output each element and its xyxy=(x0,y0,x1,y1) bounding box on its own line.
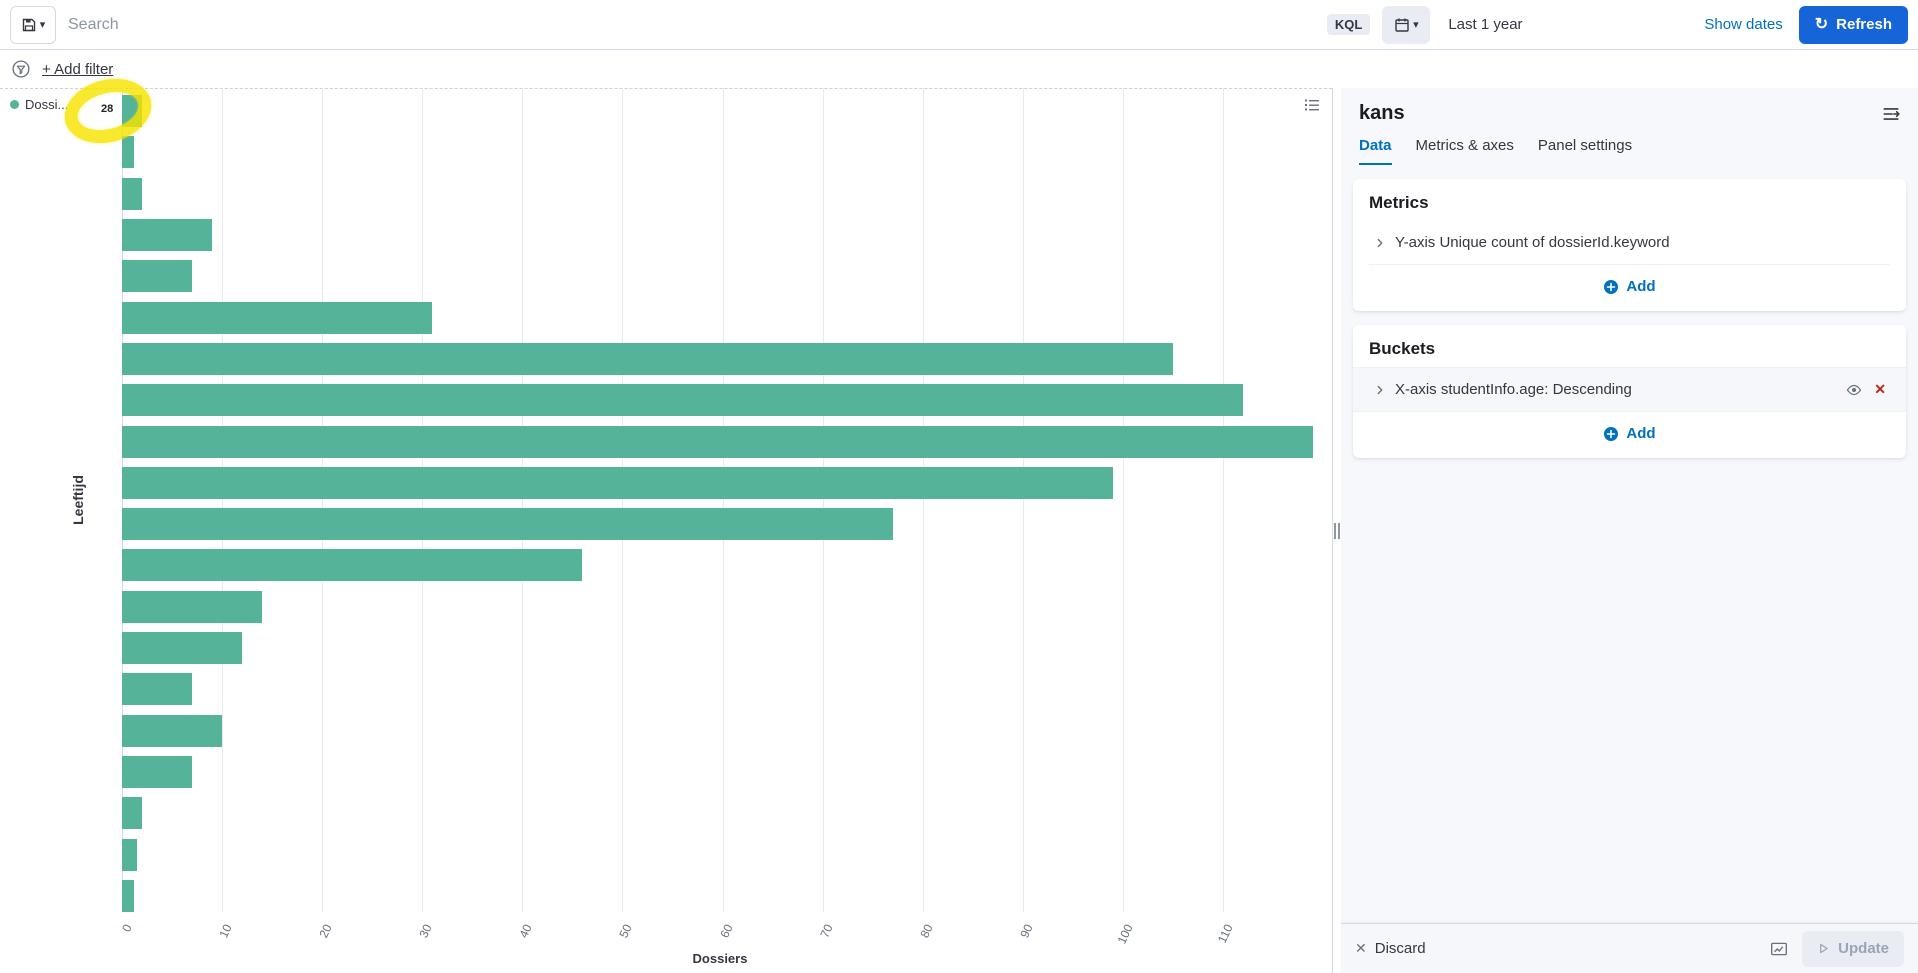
bar[interactable] xyxy=(122,384,1243,417)
main-area: Dossi... 0 10 20 30 40 50 60 70 80 90 100 110 Dossi… xyxy=(0,88,1918,973)
x-axis-title: Dossiers xyxy=(692,951,748,966)
show-dates-link[interactable]: Show dates xyxy=(1704,16,1783,33)
chart-panel: Dossi... 0 10 20 30 40 50 60 70 80 90 100 110 Dossi… xyxy=(0,88,1332,973)
update-label: Update xyxy=(1838,940,1889,957)
add-filter-link[interactable]: + Add filter xyxy=(42,60,114,78)
bar[interactable] xyxy=(122,95,143,127)
bar[interactable] xyxy=(122,838,137,871)
gridline xyxy=(422,88,424,912)
legend-color-dot xyxy=(10,100,19,109)
buckets-card: Buckets X-axis studentInfo.age: Descendi… xyxy=(1353,325,1906,458)
metric-row-label: Y-axis Unique count of dossierId.keyword xyxy=(1395,234,1670,251)
save-icon xyxy=(21,17,37,33)
saved-query-menu-button[interactable]: ▾ xyxy=(10,5,56,44)
add-metric-label: Add xyxy=(1626,278,1656,295)
refresh-button[interactable]: ↻ Refresh xyxy=(1798,5,1908,44)
gridline xyxy=(222,88,224,912)
bar[interactable] xyxy=(122,797,143,830)
eye-icon[interactable] xyxy=(1846,382,1862,398)
bar[interactable] xyxy=(122,177,143,210)
bar[interactable] xyxy=(122,466,1113,499)
chevron-down-icon: ▾ xyxy=(1413,19,1419,31)
x-axis-ticks: 0 10 20 30 40 50 60 70 80 90 100 110 xyxy=(119,916,1318,948)
gridline xyxy=(1122,88,1124,912)
gridline xyxy=(1022,88,1024,912)
bar[interactable] xyxy=(122,756,193,788)
filter-bar: + Add filter xyxy=(0,50,1918,88)
plus-circle-icon xyxy=(1603,279,1619,295)
chevron-right-icon xyxy=(1373,383,1387,397)
date-quick-select-button[interactable]: ▾ xyxy=(1382,5,1431,44)
gridlines xyxy=(122,88,1318,912)
bar[interactable] xyxy=(122,714,223,747)
chevron-right-icon xyxy=(1373,236,1387,250)
add-metric-button[interactable]: Add xyxy=(1369,265,1890,297)
refresh-icon: ↻ xyxy=(1814,15,1829,33)
gridline xyxy=(522,88,524,912)
bar[interactable] xyxy=(122,218,213,251)
bar[interactable] xyxy=(122,590,263,623)
bar[interactable] xyxy=(122,673,193,706)
bar[interactable] xyxy=(122,879,134,912)
add-bucket-label: Add xyxy=(1626,425,1656,442)
gridline xyxy=(122,88,123,912)
bar[interactable] xyxy=(122,508,893,541)
top-bar: ▾ KQL ▾ Last 1 year Show dates ↻ Refresh xyxy=(0,0,1918,50)
filter-icon[interactable] xyxy=(12,60,30,78)
metric-row[interactable]: Y-axis Unique count of dossierId.keyword xyxy=(1369,221,1890,265)
collapse-menu-icon[interactable] xyxy=(1882,105,1900,123)
list-icon[interactable] xyxy=(1304,97,1320,113)
plus-circle-icon xyxy=(1603,426,1619,442)
buckets-heading: Buckets xyxy=(1369,339,1436,358)
tab-metrics-axes[interactable]: Metrics & axes xyxy=(1415,137,1514,154)
gridline xyxy=(322,88,324,912)
gridline xyxy=(922,88,924,912)
bar[interactable] xyxy=(122,260,193,293)
play-icon xyxy=(1817,942,1830,955)
y-axis-title: Leeftijd xyxy=(70,475,86,525)
discard-label: Discard xyxy=(1374,940,1426,957)
tab-panel-settings[interactable]: Panel settings xyxy=(1537,137,1633,154)
panel-tabs: Data Metrics & axes Panel settings xyxy=(1341,125,1918,165)
gridline xyxy=(622,88,624,912)
metrics-heading: Metrics xyxy=(1369,193,1429,212)
metrics-card: Metrics Y-axis Unique count of dossierId… xyxy=(1353,179,1906,311)
time-range-value[interactable]: Last 1 year xyxy=(1448,16,1523,33)
plot-area xyxy=(122,88,1318,912)
chart-preview-icon[interactable] xyxy=(1770,940,1788,958)
bucket-row-label: X-axis studentInfo.age: Descending xyxy=(1395,381,1632,398)
panel-title: kans xyxy=(1359,102,1405,124)
bar[interactable] xyxy=(122,549,583,582)
gridline xyxy=(722,88,724,912)
bar[interactable] xyxy=(122,632,243,665)
editor-footer: ✕ Discard Update xyxy=(1341,923,1918,973)
tab-data[interactable]: Data xyxy=(1359,137,1392,165)
close-icon: ✕ xyxy=(1355,940,1367,956)
panel-resize-handle[interactable] xyxy=(1332,88,1341,973)
gridline xyxy=(822,88,824,912)
calendar-icon xyxy=(1394,17,1410,33)
bar-series xyxy=(122,95,1318,912)
bar[interactable] xyxy=(122,425,1313,458)
remove-bucket-icon[interactable]: ✕ xyxy=(1874,381,1886,397)
chevron-down-icon: ▾ xyxy=(39,19,46,31)
bar[interactable] xyxy=(122,301,433,334)
refresh-label: Refresh xyxy=(1836,16,1892,33)
bar[interactable] xyxy=(122,342,1173,375)
kql-badge[interactable]: KQL xyxy=(1326,14,1371,35)
legend-label: Dossi... xyxy=(25,97,69,112)
chart-legend[interactable]: Dossi... xyxy=(10,97,68,112)
resize-grabber-icon xyxy=(1334,522,1340,539)
bar[interactable] xyxy=(122,136,134,169)
add-bucket-button[interactable]: Add xyxy=(1369,412,1890,444)
update-button[interactable]: Update xyxy=(1802,930,1904,967)
discard-button[interactable]: ✕ Discard xyxy=(1355,940,1426,957)
search-input[interactable] xyxy=(68,15,1315,34)
bucket-row[interactable]: X-axis studentInfo.age: Descending ✕ xyxy=(1353,367,1906,412)
gridline xyxy=(1222,88,1224,912)
editor-side-panel: kans Data Metrics & axes Panel settings … xyxy=(1341,88,1918,973)
